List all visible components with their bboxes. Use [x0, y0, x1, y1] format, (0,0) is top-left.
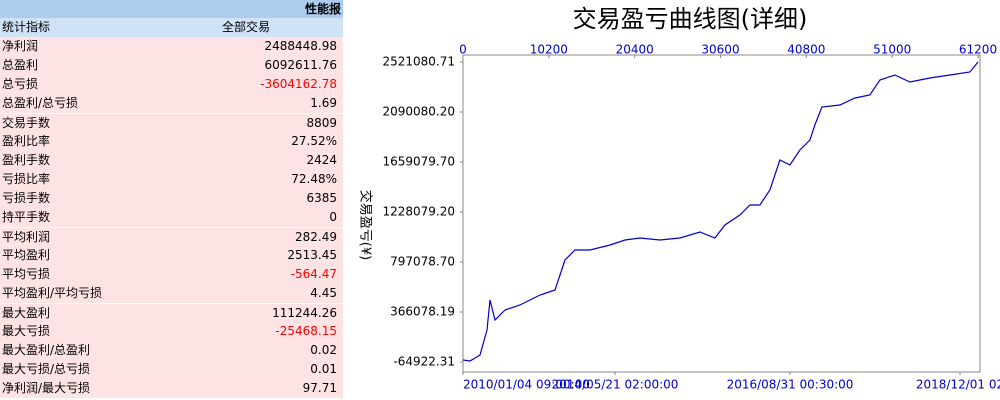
table-row: 总亏损 -3604162.78	[0, 75, 343, 94]
metric-name: 最大亏损/总亏损	[2, 362, 91, 376]
x2-tick-label: 2016/08/31 00:30:00	[727, 378, 854, 392]
metric-value: 8809	[306, 116, 337, 130]
column-name: 统计指标	[2, 20, 51, 34]
column-header: 统计指标 全部交易	[0, 18, 343, 37]
table-row: 净利润 2488448.98	[0, 37, 343, 56]
metric-value: 6092611.76	[264, 58, 337, 72]
metric-name: 盈利比率	[2, 134, 51, 148]
metric-name: 平均亏损	[2, 267, 51, 281]
metric-value: 0.01	[310, 362, 337, 376]
y-tick-label: -64922.31	[393, 355, 455, 369]
table-row: 盈利比率 27.52%	[0, 132, 343, 151]
metric-value: 27.52%	[291, 134, 337, 148]
metric-name: 最大亏损	[2, 324, 51, 338]
table-row: 亏损比率 72.48%	[0, 170, 343, 189]
metric-name: 平均利润	[2, 230, 51, 244]
metric-name: 总盈利	[2, 58, 39, 72]
metric-value: 282.49	[295, 230, 337, 244]
y-tick-label: 1659079.70	[382, 155, 455, 169]
metric-name: 平均盈利/平均亏损	[2, 286, 103, 300]
x2-tick-label: 2010/01/04 09:00:00	[463, 378, 590, 392]
y-tick-label: 1228079.20	[382, 205, 455, 219]
table-row: 总盈利 6092611.76	[0, 56, 343, 75]
table-row: 平均亏损 -564.47	[0, 265, 343, 284]
metric-value: 72.48%	[291, 172, 337, 186]
metric-value: 97.71	[302, 381, 337, 395]
x-tick-label: 40800	[787, 43, 825, 57]
metric-value: 111244.26	[272, 306, 337, 320]
metric-name: 盈利手数	[2, 153, 51, 167]
metric-value: 0.02	[310, 343, 337, 357]
x2-tick-label: 2014/05/21 02:00:00	[552, 378, 679, 392]
table-row: 持平手数 0	[0, 208, 343, 227]
metric-name: 总亏损	[2, 77, 39, 91]
table-row: 总盈利/总亏损 1.69	[0, 94, 343, 113]
x-tick-label: 0	[459, 43, 467, 57]
stats-table: 性能报 统计指标 全部交易 净利润 2488448.98 总盈利 6092611.76…	[0, 0, 343, 400]
table-row: 交易手数 8809	[0, 113, 343, 132]
metric-name: 持平手数	[2, 210, 51, 224]
metric-name: 最大盈利	[2, 306, 51, 320]
metric-value: 1.69	[310, 96, 337, 110]
metric-name: 净利润	[2, 39, 39, 53]
metric-value: 6385	[306, 191, 337, 205]
metric-name: 净利润/最大亏损	[2, 381, 91, 395]
column-name: 全部交易	[222, 20, 271, 34]
metric-value: 2488448.98	[264, 39, 337, 53]
metric-name: 平均盈利	[2, 248, 51, 262]
metric-value: 0	[329, 210, 337, 224]
metric-name: 亏损手数	[2, 191, 51, 205]
table-row: 平均盈利/平均亏损 4.45	[0, 284, 343, 303]
metric-value: 2424	[306, 153, 337, 167]
table-row: 亏损手数 6385	[0, 189, 343, 208]
metric-name: 总盈利/总亏损	[2, 96, 79, 110]
y-tick-label: 2521080.71	[382, 55, 455, 69]
equity-line	[462, 61, 979, 362]
metric-value: 2513.45	[287, 248, 337, 262]
metric-name: 交易手数	[2, 116, 51, 130]
metric-value: -25468.15	[275, 324, 337, 338]
table-row: 盈利手数 2424	[0, 151, 343, 170]
y-tick-label: 366078.19	[390, 305, 455, 319]
metric-value: -564.47	[290, 267, 337, 281]
table-row: 最大盈利/总盈利 0.02	[0, 341, 343, 360]
table-row: 平均利润 282.49	[0, 227, 343, 246]
plot-frame	[462, 54, 981, 373]
table-row: 平均盈利 2513.45	[0, 246, 343, 265]
chart-title: 交易盈亏曲线图(详细)	[573, 5, 808, 33]
table-row: 最大亏损/总亏损 0.01	[0, 360, 343, 379]
x-tick-label: 51000	[873, 43, 911, 57]
metric-name: 亏损比率	[2, 172, 51, 186]
table-row: 最大盈利 111244.26	[0, 303, 343, 322]
table-row: 最大亏损 -25468.15	[0, 322, 343, 341]
metric-value: -3604162.78	[260, 77, 337, 91]
table-title: 性能报	[0, 0, 343, 18]
x2-tick-label: 2018/12/01 02	[916, 378, 1000, 392]
y-tick-label: 797078.70	[390, 255, 455, 269]
x-tick-label: 30600	[701, 43, 739, 57]
y-tick-label: 2090080.20	[382, 105, 455, 119]
y-axis-label: 交易盈亏(¥)	[358, 190, 374, 260]
metric-name: 最大盈利/总盈利	[2, 343, 91, 357]
x-tick-label: 10200	[530, 43, 568, 57]
x-tick-label: 61200	[959, 43, 997, 57]
table-row: 净利润/最大亏损 97.71	[0, 379, 343, 398]
metric-value: 4.45	[310, 286, 337, 300]
x-tick-label: 20400	[616, 43, 654, 57]
